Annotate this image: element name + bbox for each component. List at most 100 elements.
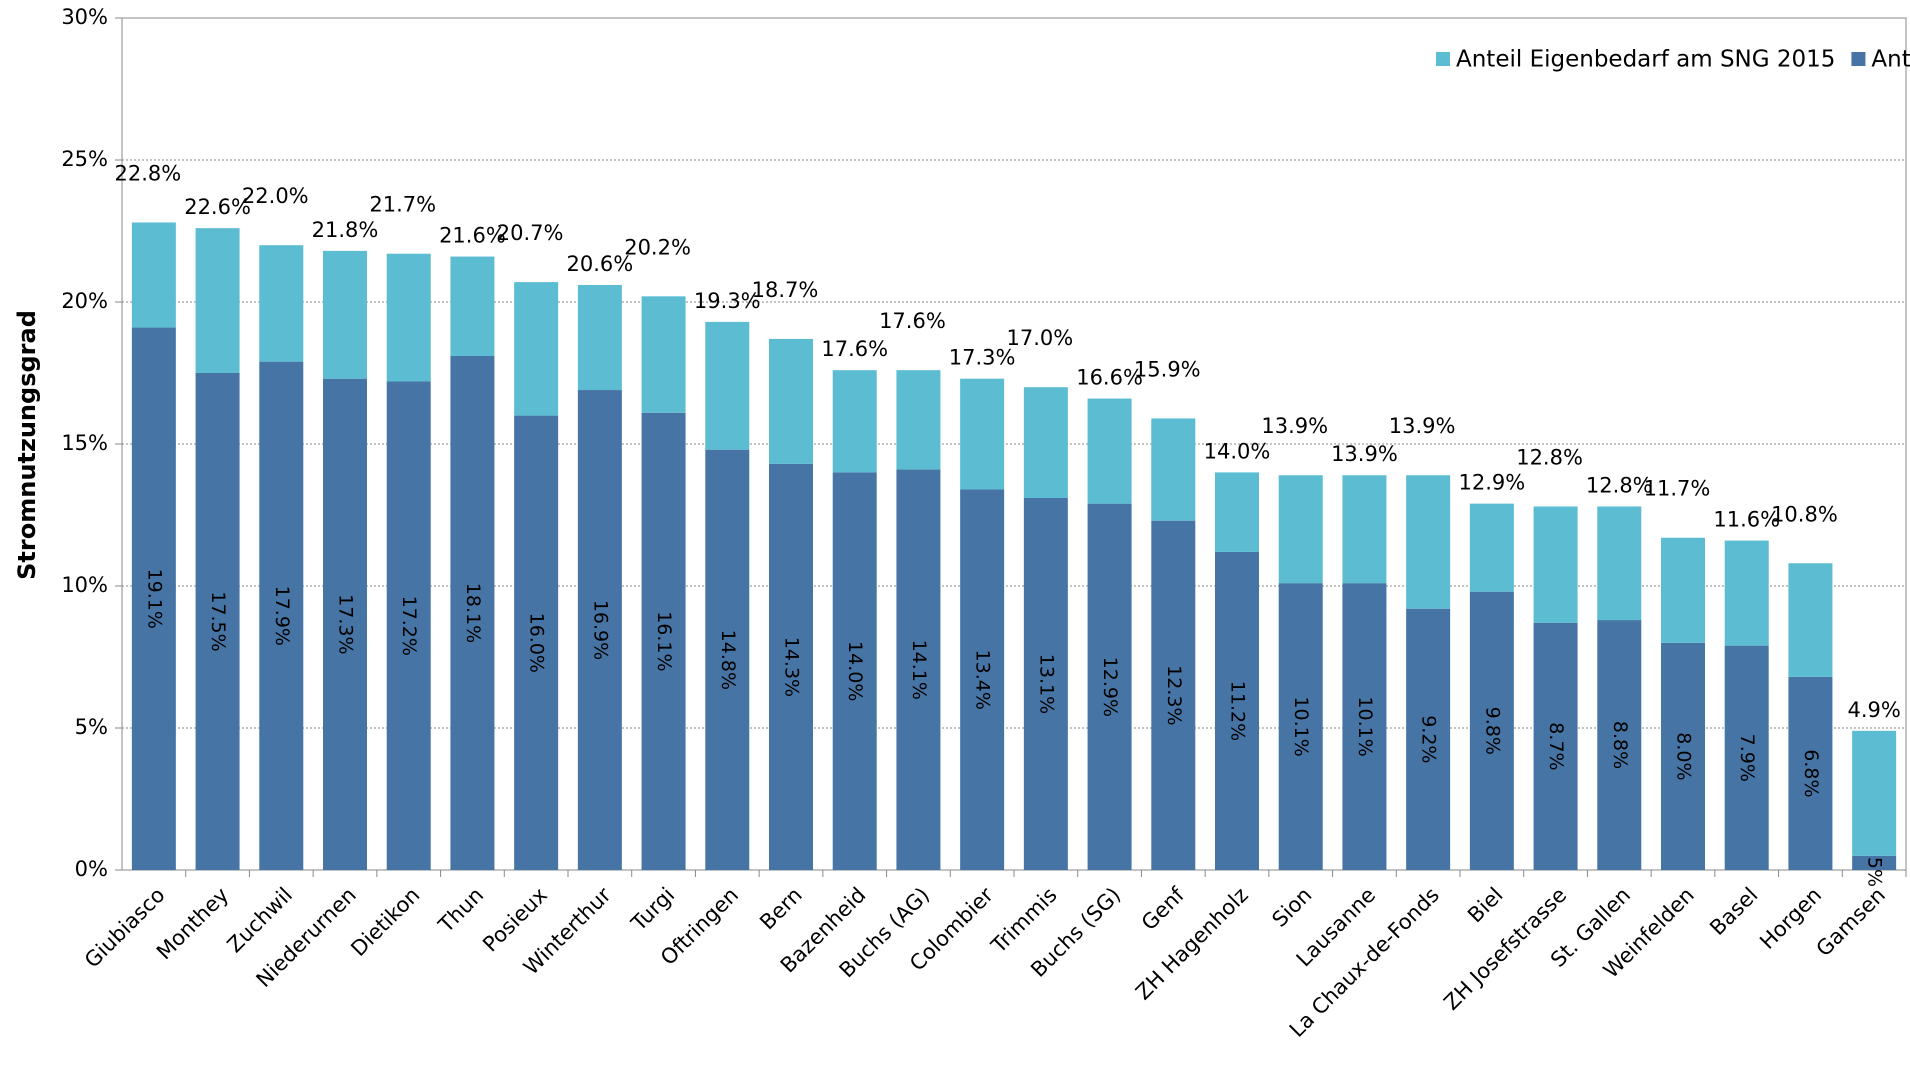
value-label: 12.9%	[1099, 657, 1121, 717]
bar-segment	[323, 378, 367, 870]
x-tick-label: Bern	[755, 883, 807, 935]
bar-segment	[769, 463, 813, 870]
value-label: 11.2%	[1227, 681, 1249, 741]
bar-segment	[577, 390, 622, 870]
value-label: 12.3%	[1163, 665, 1185, 725]
bar-segment	[641, 412, 686, 870]
bar-segment	[832, 472, 877, 870]
value-label: 17.2%	[398, 596, 420, 656]
value-label: 9.8%	[1481, 707, 1503, 755]
value-label: 17.5%	[207, 591, 229, 651]
total-label: 21.7%	[369, 193, 436, 217]
x-tick-label: Turgi	[626, 883, 679, 936]
value-label: 17.9%	[271, 586, 293, 646]
total-label: 20.7%	[497, 221, 564, 245]
bar-segment	[1406, 608, 1451, 870]
total-label: 13.9%	[1389, 414, 1456, 438]
x-tick-label: Gamsen	[1812, 883, 1890, 961]
total-label: 18.7%	[752, 278, 819, 302]
bar-segment	[450, 256, 495, 356]
bar-segment	[896, 469, 941, 870]
x-tick-label: Dietikon	[346, 883, 424, 961]
bar-segment	[259, 245, 304, 362]
total-label: 22.8%	[114, 161, 181, 185]
total-label: 12.8%	[1516, 445, 1583, 469]
bar-segment	[1724, 645, 1769, 870]
bar-segment	[641, 296, 686, 413]
total-label: 17.6%	[821, 337, 888, 361]
legend-label: Anteil Export am SNG 2015	[1871, 47, 1910, 73]
bar-segment	[1469, 503, 1514, 592]
x-tick-label: Thun	[433, 883, 488, 938]
total-label: 17.3%	[949, 346, 1016, 370]
bar-segment	[1342, 475, 1387, 584]
bar-segment	[1215, 551, 1259, 870]
value-label: 14.3%	[781, 637, 803, 697]
bar-segment	[1023, 497, 1068, 870]
x-tick-label: Biel	[1463, 883, 1508, 928]
total-label: 17.6%	[879, 309, 946, 333]
bar-segment	[1533, 622, 1578, 870]
total-label: 14.0%	[1204, 439, 1271, 463]
value-label: 9.2%	[1418, 715, 1440, 763]
bar-segment	[514, 415, 559, 870]
bar-segment	[1278, 583, 1323, 870]
total-label: 15.9%	[1134, 357, 1201, 381]
total-label: 11.6%	[1713, 508, 1780, 532]
total-label: 13.9%	[1331, 442, 1398, 466]
bar-segment	[832, 370, 877, 473]
bar-segment	[1661, 537, 1705, 643]
bar-segment	[769, 338, 813, 464]
x-tick-label: Genf	[1137, 882, 1190, 935]
bar-segment	[1597, 620, 1642, 870]
total-label: 4.9%	[1847, 698, 1900, 722]
bar-segment	[705, 321, 750, 450]
value-label: 17.3%	[335, 594, 357, 654]
bar-segment	[705, 449, 750, 870]
value-label: 16.0%	[526, 613, 548, 673]
y-axis-label: Stromnutzungsgrad	[13, 310, 41, 580]
legend-label: Anteil Eigenbedarf am SNG 2015	[1456, 47, 1835, 73]
bar-segment	[960, 489, 1005, 870]
x-tick-label: Giubiasco	[80, 883, 170, 973]
total-label: 21.8%	[312, 218, 379, 242]
value-label: 8.8%	[1609, 721, 1631, 769]
bar-segment	[1087, 503, 1132, 870]
bar-segment	[323, 250, 367, 379]
value-label: 13.4%	[972, 650, 994, 710]
value-label: 16.1%	[653, 611, 675, 671]
total-label: 21.6%	[439, 224, 506, 248]
bar-segment	[1724, 540, 1769, 646]
total-label: 19.3%	[694, 289, 761, 313]
y-tick-label: 20%	[61, 289, 108, 313]
y-tick-label: 5%	[75, 715, 108, 739]
value-label: 7.9%	[1736, 734, 1758, 782]
y-tick-label: 10%	[61, 573, 108, 597]
bar-segment	[1023, 387, 1068, 498]
bar-segment	[1087, 398, 1132, 504]
y-tick-label: 25%	[61, 147, 108, 171]
bar-segment	[1215, 472, 1259, 552]
bar-segment	[386, 381, 431, 870]
bar-segment	[577, 284, 622, 391]
y-tick-label: 0%	[75, 857, 108, 881]
value-label: 18.1%	[462, 583, 484, 643]
total-label: 20.2%	[624, 235, 691, 259]
value-label: 6.8%	[1800, 749, 1822, 797]
x-tick-label: ZH Hagenholz	[1131, 883, 1253, 1005]
bar-segment	[131, 327, 176, 870]
total-label: 22.6%	[184, 195, 251, 219]
total-label: 16.6%	[1076, 366, 1143, 390]
bar-segment	[1661, 642, 1705, 870]
legend-swatch	[1436, 52, 1450, 66]
bar-segment	[1278, 475, 1323, 584]
value-label: 10.1%	[1354, 696, 1376, 756]
value-label: 19.1%	[143, 569, 165, 629]
legend-swatch	[1851, 52, 1866, 66]
total-label: 11.7%	[1644, 477, 1711, 501]
bar-segment	[1852, 730, 1897, 856]
bar-segment	[1852, 855, 1897, 870]
bar-segment	[1788, 563, 1833, 677]
bar-segment	[896, 370, 941, 470]
